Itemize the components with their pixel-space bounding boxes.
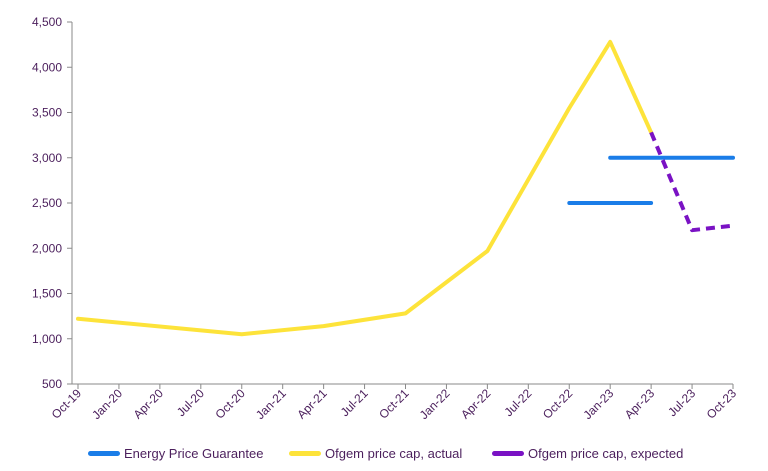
x-tick-label: Oct-22 xyxy=(540,386,576,422)
plot-area xyxy=(76,39,735,337)
legend-item-energy-price-guarantee: Energy Price Guarantee xyxy=(88,438,263,468)
y-tick-label: 1,000 xyxy=(32,332,62,346)
legend-swatch-ofgem-actual xyxy=(289,450,321,456)
x-tick-label: Jul-23 xyxy=(665,386,698,419)
x-tick-label: Jul-22 xyxy=(501,386,534,419)
y-tick-label: 2,000 xyxy=(32,241,62,255)
series-line-ofgem-price-cap-actual-0 xyxy=(76,39,654,337)
x-tick-label: Apr-20 xyxy=(131,386,167,422)
x-tick-label: Apr-23 xyxy=(622,386,658,422)
x-tick-label: Apr-21 xyxy=(294,386,330,422)
x-tick-label: Jan-22 xyxy=(417,386,453,422)
legend-label-ofgem-expected: Ofgem price cap, expected xyxy=(528,445,684,461)
x-tick-label: Jul-20 xyxy=(174,386,207,419)
x-tick-label: Jul-21 xyxy=(338,386,371,419)
x-tick-label: Jan-21 xyxy=(253,386,289,422)
y-tick-label: 3,500 xyxy=(32,106,62,120)
x-tick-label: Oct-23 xyxy=(704,386,740,422)
legend-item-ofgem-actual: Ofgem price cap, actual xyxy=(289,438,462,468)
axes: 500 1,000 1,500 2,000 2,500 3,000 3,500 4,000 4,… xyxy=(32,15,739,422)
legend: Energy Price Guarantee Ofgem price cap, … xyxy=(0,438,768,468)
series-line-ofgem-price-cap-expected-0 xyxy=(649,131,734,233)
y-tick-label: 3,000 xyxy=(32,151,62,165)
x-tick-label: Oct-20 xyxy=(213,386,249,422)
legend-label-ofgem-actual: Ofgem price cap, actual xyxy=(325,445,463,461)
price-cap-chart: 500 1,000 1,500 2,000 2,500 3,000 3,500 4,000 4,… xyxy=(32,15,739,422)
y-tick-label: 1,500 xyxy=(32,287,62,301)
legend-item-ofgem-expected: Ofgem price cap, expected xyxy=(492,438,683,468)
y-tick-label: 4,500 xyxy=(32,15,62,29)
x-tick-label: Jan-23 xyxy=(580,386,616,422)
legend-swatch-ofgem-expected xyxy=(492,450,524,456)
x-tick-label: Oct-21 xyxy=(376,386,412,422)
y-tick-label: 4,000 xyxy=(32,60,62,74)
x-tick-label: Jan-20 xyxy=(89,386,125,422)
legend-swatch-energy-price-guarantee xyxy=(88,450,120,456)
x-tick-label: Apr-22 xyxy=(458,386,494,422)
y-tick-label: 2,500 xyxy=(32,196,62,210)
x-tick-label: Oct-19 xyxy=(49,386,85,422)
legend-label-energy-price-guarantee: Energy Price Guarantee xyxy=(124,445,264,461)
y-tick-label: 500 xyxy=(42,377,62,391)
